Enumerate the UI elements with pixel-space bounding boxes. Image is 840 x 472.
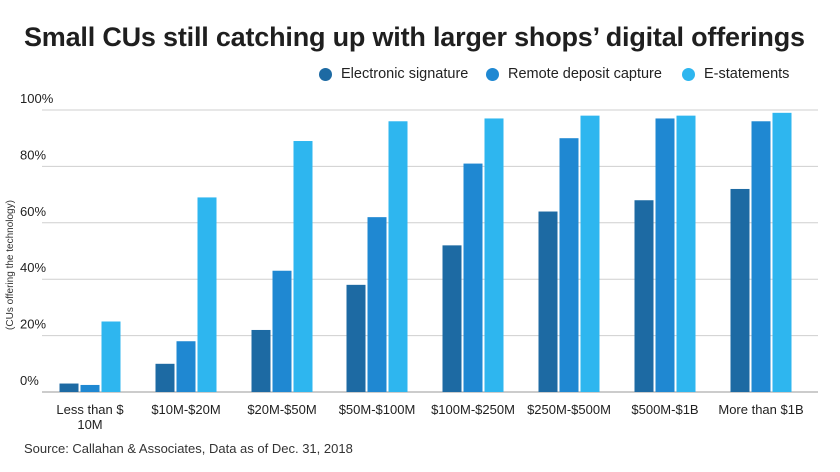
legend-label-electronic-signature: Electronic signature [341, 66, 469, 82]
x-tick-label: $100M-$250M [431, 402, 515, 417]
bar-remote-deposit-capture [176, 341, 196, 392]
x-tick-label: $250M-$500M [527, 402, 611, 417]
bar-electronic-signature [538, 211, 558, 392]
bar-e-statements [676, 115, 696, 392]
legend-swatch-electronic-signature [319, 67, 332, 81]
legend-swatch-remote-deposit-capture [486, 67, 499, 81]
bar-e-statements [101, 321, 121, 392]
bar-remote-deposit-capture [80, 384, 100, 392]
chart-title: Small CUs still catching up with larger … [24, 22, 805, 52]
y-tick-label: 40% [20, 260, 46, 275]
bar-remote-deposit-capture [272, 270, 292, 392]
legend-swatch-e-statements [682, 67, 695, 81]
x-tick-label: $10M-$20M [151, 402, 220, 417]
legend-item-e-statements: E-statements [682, 66, 789, 82]
bar-e-statements [388, 121, 408, 392]
legend-label-remote-deposit-capture: Remote deposit capture [508, 66, 662, 82]
bar-electronic-signature [346, 284, 366, 392]
x-tick-label: $20M-$50M [247, 402, 316, 417]
legend-item-electronic-signature: Electronic signature [319, 66, 468, 82]
bar-electronic-signature [251, 329, 271, 392]
bar-remote-deposit-capture [559, 138, 579, 392]
bar-remote-deposit-capture [367, 217, 387, 392]
x-tick-label: $50M-$100M [339, 402, 416, 417]
bars [59, 112, 792, 393]
x-tick-label: $500M-$1B [631, 402, 698, 417]
y-tick-label: 100% [20, 91, 54, 106]
bar-remote-deposit-capture [463, 163, 483, 392]
chart-legend: Electronic signature Remote deposit capt… [0, 66, 840, 88]
source-note: Source: Callahan & Associates, Data as o… [24, 441, 353, 456]
bar-e-statements [484, 118, 504, 393]
gridlines [42, 109, 818, 393]
bar-remote-deposit-capture [751, 121, 771, 392]
x-axis-ticks: Less than $10M $10M-$20M $20M-$50M $50M-$10… [56, 402, 803, 432]
y-tick-label: 20% [20, 317, 46, 332]
legend-label-e-statements: E-statements [704, 66, 790, 82]
y-tick-label: 0% [20, 373, 39, 388]
bar-electronic-signature [730, 188, 750, 392]
x-tick-label: Less than $10M [56, 402, 124, 432]
bar-electronic-signature [442, 245, 462, 392]
x-tick-label: More than $1B [718, 402, 803, 417]
y-axis-ticks: 0% 20% 40% 60% 80% 100% [20, 91, 54, 388]
bar-electronic-signature [634, 200, 654, 392]
y-tick-label: 80% [20, 147, 46, 162]
bar-electronic-signature [59, 383, 79, 392]
bar-e-statements [293, 141, 313, 392]
legend-item-remote-deposit-capture: Remote deposit capture [486, 66, 662, 82]
bar-e-statements [197, 197, 217, 392]
bar-e-statements [580, 115, 600, 392]
bar-remote-deposit-capture [655, 118, 675, 393]
y-axis-label: (CUs offering the technology) [5, 200, 16, 330]
y-tick-label: 60% [20, 204, 46, 219]
bar-electronic-signature [155, 363, 175, 392]
bar-e-statements [772, 112, 792, 392]
